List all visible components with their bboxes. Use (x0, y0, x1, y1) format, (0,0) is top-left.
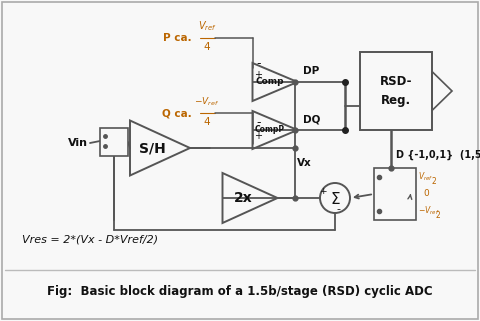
Text: $V_{ref}$: $V_{ref}$ (198, 19, 216, 33)
Text: 4: 4 (204, 42, 210, 52)
Text: -: - (256, 57, 261, 71)
Text: 4: 4 (204, 117, 210, 127)
Text: +: + (319, 187, 327, 196)
Text: $V_{ref}$: $V_{ref}$ (418, 171, 433, 183)
Text: $-V_{ref}$: $-V_{ref}$ (194, 96, 220, 108)
Text: 2: 2 (432, 178, 437, 187)
Bar (100, 128, 128, 156)
Text: RSD-: RSD- (380, 75, 412, 88)
Text: 2: 2 (436, 212, 441, 221)
Text: Σ: Σ (330, 192, 340, 206)
Text: -: - (256, 117, 261, 129)
Text: Vres = 2*(Vx - D*Vref/2): Vres = 2*(Vx - D*Vref/2) (22, 235, 158, 245)
Text: D {-1,0,1}  (1,5bit): D {-1,0,1} (1,5bit) (396, 150, 480, 160)
Text: DP: DP (302, 66, 319, 76)
Text: 0: 0 (423, 189, 429, 198)
Text: P ca.: P ca. (163, 33, 192, 43)
Bar (360, 52, 432, 130)
Text: Fig:  Basic block diagram of a 1.5b/stage (RSD) cyclic ADC: Fig: Basic block diagram of a 1.5b/stage… (47, 285, 433, 299)
Bar (374, 168, 416, 220)
Text: +: + (254, 70, 263, 80)
Text: Comp: Comp (255, 77, 284, 86)
Text: Reg.: Reg. (381, 94, 411, 107)
Text: CompP: CompP (254, 126, 285, 134)
Text: $-V_{ref}$: $-V_{ref}$ (418, 205, 440, 217)
Text: -: - (336, 204, 340, 214)
Text: Vx: Vx (297, 158, 312, 168)
Text: +: + (254, 131, 263, 141)
Text: Vin: Vin (68, 138, 88, 148)
Text: Q ca.: Q ca. (162, 108, 192, 118)
Text: S/H: S/H (139, 141, 166, 155)
Text: DQ: DQ (302, 114, 320, 124)
Text: 2x: 2x (234, 191, 253, 205)
